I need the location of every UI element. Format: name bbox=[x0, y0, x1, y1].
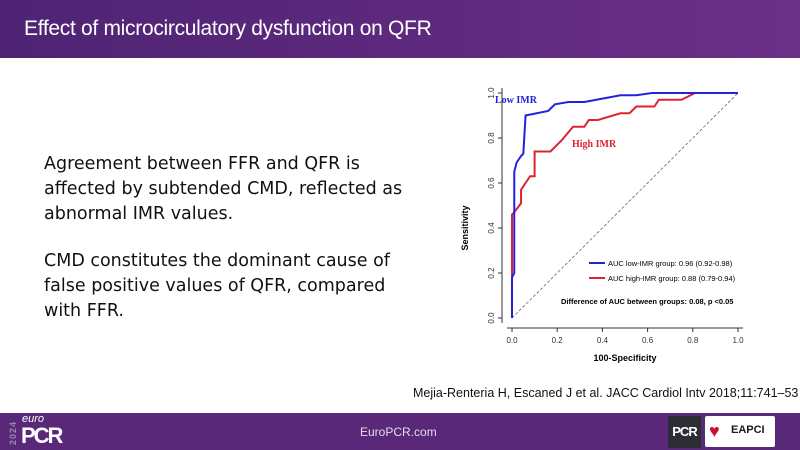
title-bar: Effect of microcirculatory dysfunction o… bbox=[0, 0, 800, 58]
x-tick-label: 0.8 bbox=[687, 336, 699, 345]
legend-entry-low: AUC low-IMR group: 0.96 (0.92-0.98) bbox=[608, 259, 733, 268]
auc-difference-annotation: Difference of AUC between groups: 0.08, … bbox=[561, 297, 733, 306]
x-tick-label: 1.0 bbox=[732, 336, 744, 345]
eapci-text: EAPCI bbox=[731, 424, 765, 436]
y-tick-label: 0.6 bbox=[487, 177, 496, 189]
y-tick-label: 0.2 bbox=[487, 267, 496, 279]
y-tick-label: 0.0 bbox=[487, 312, 496, 324]
series-label-high-imr: High IMR bbox=[572, 139, 617, 150]
y-axis-label: Sensitivity bbox=[460, 205, 470, 250]
x-tick-label: 0.4 bbox=[597, 336, 609, 345]
roc-chart: 0.0 0.2 0.4 0.6 0.8 1.0 0.0 0.2 0.4 0.6 0.8 1.0 Low… bbox=[460, 87, 744, 363]
logo-euro: euro bbox=[22, 413, 45, 425]
eapci-logo: ♥ EAPCI bbox=[705, 416, 775, 447]
paragraph: CMD constitutes the dominant cause of fa… bbox=[44, 251, 390, 321]
heart-icon: ♥ bbox=[709, 421, 720, 441]
series-label-low-imr: Low IMR bbox=[495, 95, 538, 106]
paragraph: Agreement between FFR and QFR is affecte… bbox=[44, 154, 403, 224]
body-text: Agreement between FFR and QFR is affecte… bbox=[44, 152, 404, 346]
x-tick-label: 0.6 bbox=[642, 336, 654, 345]
reference-diagonal-line bbox=[511, 92, 739, 319]
y-tick-label: 0.8 bbox=[487, 132, 496, 144]
marks bbox=[511, 92, 739, 319]
citation: Mejia-Renteria H, Escaned J et al. JACC … bbox=[413, 386, 799, 400]
legend-entry-high: AUC high-IMR group: 0.88 (0.79-0.94) bbox=[608, 274, 736, 283]
x-tick-label: 0.0 bbox=[506, 336, 518, 345]
logo-pcr: PCR bbox=[21, 423, 63, 448]
x-axis-label: 100-Specificity bbox=[593, 353, 656, 363]
footer bbox=[0, 413, 800, 450]
slide-title: Effect of microcirculatory dysfunction o… bbox=[24, 17, 432, 40]
y-tick-label: 1.0 bbox=[487, 87, 496, 99]
x-tick-label: 0.2 bbox=[552, 336, 564, 345]
website-link[interactable]: EuroPCR.com bbox=[360, 425, 437, 439]
roc-curve-high-imr bbox=[511, 92, 738, 318]
y-tick-label: 0.4 bbox=[487, 222, 496, 234]
pcr-badge-logo: PCR bbox=[668, 416, 701, 448]
axes: 0.0 0.2 0.4 0.6 0.8 1.0 0.0 0.2 0.4 0.6 0.8 1.0 bbox=[487, 87, 744, 345]
roc-curve-low-imr bbox=[511, 92, 738, 318]
logo-year: 2024 bbox=[8, 421, 18, 446]
